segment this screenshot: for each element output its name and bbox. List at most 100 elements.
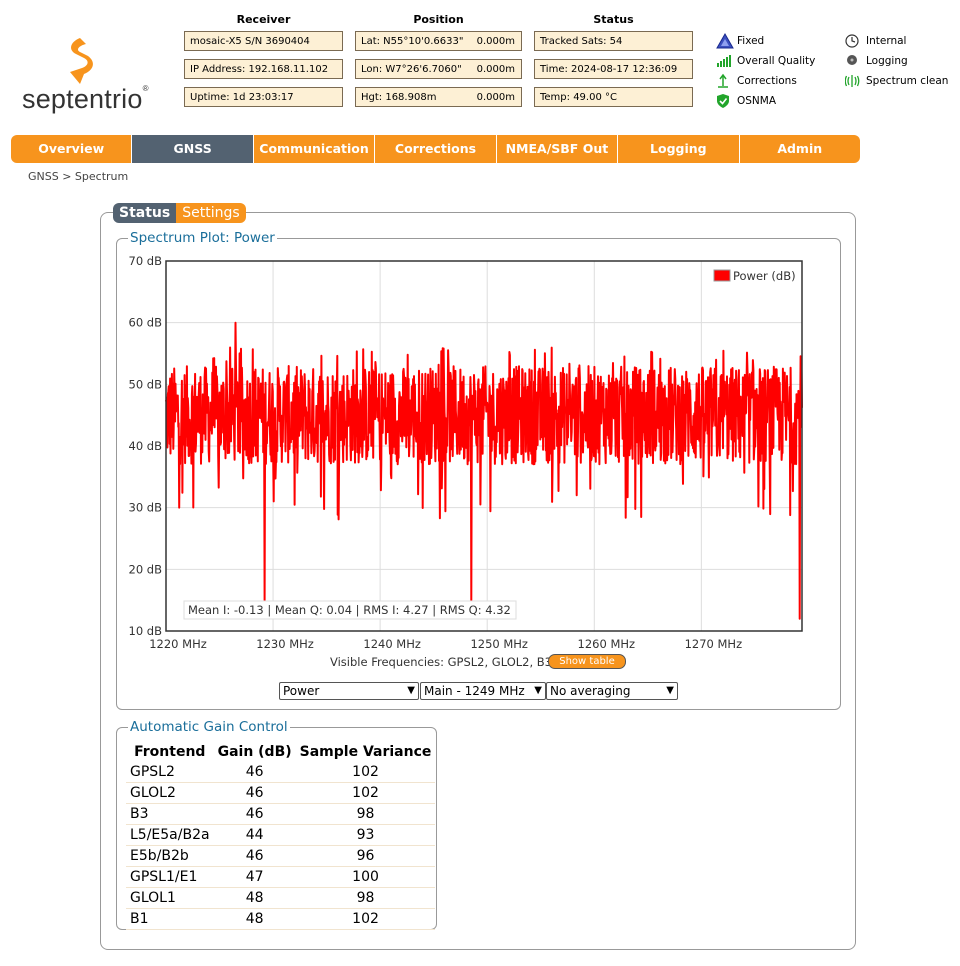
agc-table: Frontend Gain (dB) Sample Variance GPSL2…	[126, 741, 436, 930]
legend-label: Power (dB)	[733, 269, 796, 283]
agc-variance: 98	[295, 887, 436, 909]
y-tick-label: 40 dB	[129, 439, 163, 453]
shield-check-icon	[717, 94, 729, 108]
chevron-down-icon: ▼	[534, 685, 542, 696]
agc-frontend: B3	[126, 803, 214, 825]
agc-gain: 46	[213, 762, 296, 783]
subtabs: Status Settings	[113, 203, 246, 223]
plot-frame	[165, 260, 803, 632]
visible-frequencies: Visible Frequencies: GPSL2, GLOL2, B3	[330, 655, 552, 669]
agc-frontend: GPSL1/E1	[126, 866, 214, 888]
table-row: GPSL2 46 102	[126, 762, 436, 783]
receiver-heading: Receiver	[236, 13, 291, 26]
agc-frontend: GLOL1	[126, 887, 214, 909]
receiver-serial: mosaic-X5 S/N 3690404	[184, 31, 343, 51]
signal-bars-icon	[717, 55, 731, 67]
y-tick-label: 10 dB	[129, 624, 163, 638]
x-tick-label: 1250 MHz	[470, 637, 528, 651]
y-tick-label: 70 dB	[129, 254, 163, 268]
status-heading: Status	[593, 13, 634, 26]
agc-header-frontend: Frontend	[134, 743, 206, 760]
status-tracked-sats: Tracked Sats: 54	[534, 31, 693, 51]
table-row: L5/E5a/B2a 44 93	[126, 824, 436, 846]
agc-variance: 102	[295, 762, 436, 783]
triangle-icon	[716, 33, 734, 49]
tab-logging[interactable]: Logging	[618, 135, 740, 163]
position-lon: Lon: W7°26'6.7060" 0.000m	[355, 59, 522, 79]
tab-corrections[interactable]: Corrections	[375, 135, 497, 163]
septentrio-logo-icon	[70, 38, 93, 84]
position-lat: Lat: N55°10'0.6633" 0.000m	[355, 31, 522, 51]
agc-header-gain: Gain (dB)	[217, 743, 292, 760]
agc-variance: 93	[295, 824, 436, 846]
agc-gain: 46	[213, 803, 296, 825]
legend-box	[710, 267, 796, 285]
agc-variance: 102	[295, 908, 436, 930]
y-tick-label: 50 dB	[129, 377, 163, 391]
averaging-select[interactable]: No averaging ▼	[546, 682, 678, 700]
agc-gain: 47	[213, 866, 296, 888]
status-temp: Temp: 49.00 °C	[534, 87, 693, 107]
receiver-uptime: Uptime: 1d 23:03:17	[184, 87, 343, 107]
chevron-down-icon: ▼	[666, 685, 674, 696]
agc-frontend: GPSL2	[126, 762, 214, 783]
tab-nmea-sbf-out[interactable]: NMEA/SBF Out	[496, 135, 619, 163]
position-heading: Position	[413, 13, 464, 26]
table-row: B3 46 98	[126, 803, 436, 825]
power-series-line	[165, 321, 803, 620]
x-tick-label: 1240 MHz	[363, 637, 421, 651]
agc-frontend: E5b/B2b	[126, 845, 214, 867]
status-time: Time: 2024-08-17 12:36:09	[534, 59, 693, 79]
subtab-status[interactable]: Status	[113, 203, 177, 223]
spectrum-icon	[845, 75, 860, 87]
agc-gain: 44	[213, 824, 296, 846]
breadcrumb: GNSS > Spectrum	[28, 170, 129, 183]
agc-gain: 48	[213, 887, 296, 909]
mode-select[interactable]: Power ▼	[279, 682, 419, 700]
agc-header-variance: Sample Variance	[299, 743, 432, 760]
x-tick-label: 1260 MHz	[578, 637, 636, 651]
agc-gain: 46	[213, 845, 296, 867]
agc-variance: 98	[295, 803, 436, 825]
agc-gain: 46	[213, 782, 296, 804]
tab-admin[interactable]: Admin	[739, 135, 860, 163]
agc-frontend: L5/E5a/B2a	[126, 824, 214, 846]
table-row: GLOL2 46 102	[126, 782, 436, 804]
receiver-ip: IP Address: 192.168.11.102	[184, 59, 343, 79]
show-table-button[interactable]: Show table	[548, 654, 626, 669]
chevron-down-icon: ▼	[407, 685, 415, 696]
main-nav: Overview GNSS Communication Corrections …	[11, 135, 860, 163]
agc-legend: Automatic Gain Control	[128, 719, 290, 735]
table-row: GLOL1 48 98	[126, 887, 436, 909]
agc-gain: 48	[213, 908, 296, 930]
band-select[interactable]: Main - 1249 MHz ▼	[420, 682, 546, 700]
tab-gnss[interactable]: GNSS	[132, 135, 254, 163]
x-tick-label: 1220 MHz	[149, 637, 207, 651]
main-panel	[100, 212, 856, 950]
y-tick-label: 30 dB	[129, 501, 163, 515]
antenna-icon	[718, 73, 728, 88]
spectrum-legend: Spectrum Plot: Power	[128, 230, 277, 246]
subtab-settings[interactable]: Settings	[176, 203, 246, 223]
agc-variance: 102	[295, 782, 436, 804]
y-tick-label: 60 dB	[129, 316, 163, 330]
x-tick-label: 1230 MHz	[256, 637, 314, 651]
y-tick-label: 20 dB	[129, 562, 163, 576]
spectrum-chart: 70 dB 60 dB 50 dB 40 dB 30 dB 20 dB 10 dB1220 …	[129, 254, 803, 651]
agc-frontend: GLOL2	[126, 782, 214, 804]
agc-variance: 96	[295, 845, 436, 867]
clock-icon	[845, 34, 859, 48]
position-hgt: Hgt: 168.908m 0.000m	[355, 87, 522, 107]
agc-frontend: B1	[126, 908, 214, 930]
agc-variance: 100	[295, 866, 436, 888]
table-row: B1 48 102	[126, 908, 436, 930]
table-row: E5b/B2b 46 96	[126, 845, 436, 867]
x-tick-label: 1270 MHz	[685, 637, 743, 651]
spectrum-fieldset	[116, 238, 841, 710]
tab-overview[interactable]: Overview	[11, 135, 133, 163]
table-row: GPSL1/E1 47 100	[126, 866, 436, 888]
legend-swatch	[713, 269, 731, 282]
tab-communication[interactable]: Communication	[253, 135, 376, 163]
logo-wordmark: septentrio®	[22, 84, 149, 114]
stats-label: Mean I: -0.13 | Mean Q: 0.04 | RMS I: 4.…	[188, 603, 511, 617]
